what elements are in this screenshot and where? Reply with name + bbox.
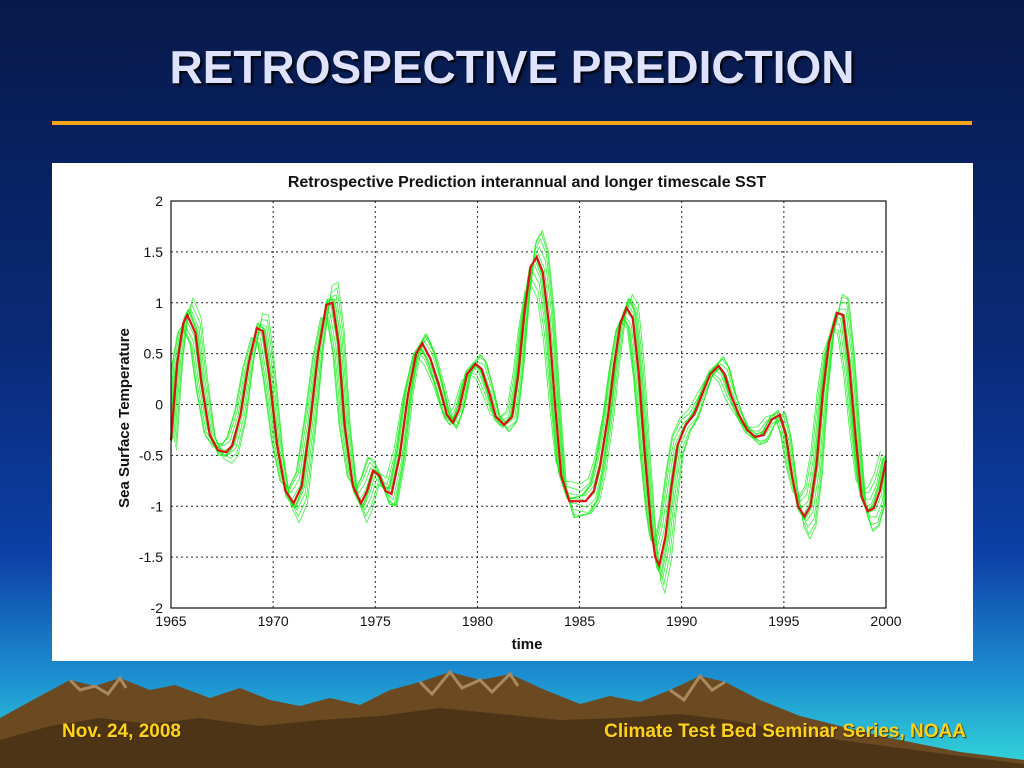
prediction-line <box>174 237 887 580</box>
observed-line <box>169 254 888 569</box>
y-tick-label: 2 <box>155 193 163 209</box>
y-tick-label: -1.5 <box>139 549 163 565</box>
y-tick-label: -2 <box>151 600 164 616</box>
axis-ticks: 1965 1970 1975 1980 1985 1990 1995 2000 -2 -1.5 -1… <box>139 193 902 629</box>
footer-series: Climate Test Bed Seminar Series, NOAA <box>604 721 966 742</box>
prediction-line <box>175 231 887 586</box>
prediction-line <box>172 253 887 576</box>
y-tick-label: 1 <box>155 295 163 311</box>
prediction-line <box>176 229 887 595</box>
footer-date: Nov. 24, 2008 <box>62 721 182 742</box>
grid <box>171 201 886 608</box>
x-tick-label: 1980 <box>462 613 493 629</box>
x-tick-label: 1995 <box>768 613 799 629</box>
x-axis-label: time <box>512 636 543 653</box>
chart-panel: Retrospective Prediction interannual and… <box>52 163 973 661</box>
y-tick-label: 0 <box>155 397 163 413</box>
y-tick-label: 0.5 <box>144 346 164 362</box>
mountain-range <box>0 669 1024 768</box>
y-tick-label: 1.5 <box>144 244 164 260</box>
y-axis-label: Sea Surface Temperature <box>116 328 133 508</box>
title-divider <box>52 121 972 125</box>
sst-chart: Retrospective Prediction interannual and… <box>116 174 902 653</box>
prediction-line <box>170 259 885 558</box>
plot-frame <box>170 200 887 609</box>
prediction-line <box>170 284 881 544</box>
observed-line-group <box>169 254 888 569</box>
x-tick-label: 1975 <box>360 613 391 629</box>
x-tick-label: 1970 <box>258 613 289 629</box>
x-tick-label: 2000 <box>870 613 901 629</box>
y-tick-label: -0.5 <box>139 447 163 463</box>
y-tick-label: -1 <box>151 498 164 514</box>
x-tick-label: 1985 <box>564 613 595 629</box>
chart-title: Retrospective Prediction interannual and… <box>288 174 767 191</box>
x-tick-label: 1990 <box>666 613 697 629</box>
x-tick-label: 1965 <box>155 613 186 629</box>
slide-title: RETROSPECTIVE PREDICTION <box>169 41 855 93</box>
